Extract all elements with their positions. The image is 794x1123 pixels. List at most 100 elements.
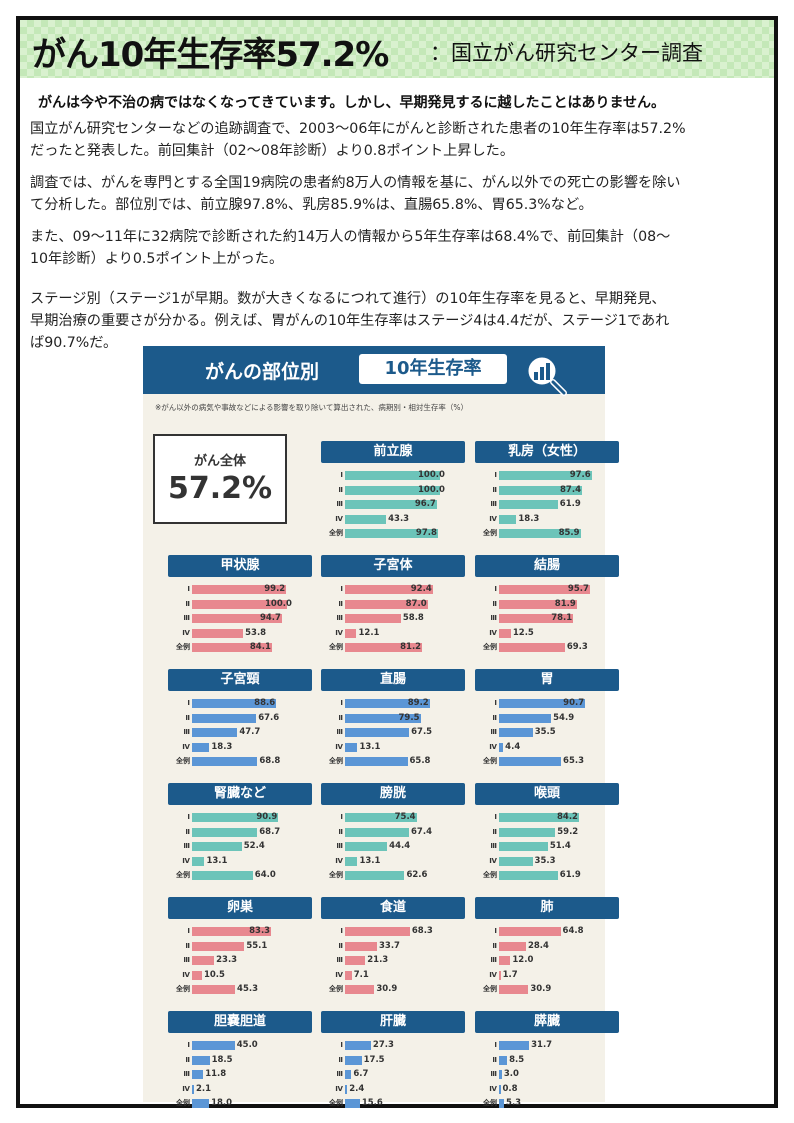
bar <box>499 813 579 822</box>
paragraph-line: て分析した。部位別では、前立腺97.8%、乳房85.9%は、直腸65.8%、胃6… <box>30 197 593 213</box>
stage-label: Ⅲ <box>490 1070 497 1078</box>
panel-title: 膀胱 <box>321 783 465 805</box>
stage-label: 全例 <box>176 757 190 765</box>
bar-value-label: 35.5 <box>534 727 556 737</box>
bar-row: Ⅰ 89.2 <box>321 696 465 711</box>
bar <box>192 1070 204 1079</box>
bar-value-label: 95.7 <box>567 584 589 594</box>
bar-value-label: 7.1 <box>353 969 369 980</box>
paragraph-line: ば90.7%だ。 <box>30 335 118 351</box>
bar <box>192 856 205 866</box>
bar <box>499 471 592 480</box>
bar-row: 全例 61.9 <box>475 868 619 883</box>
bar <box>345 699 430 708</box>
bar <box>345 614 401 623</box>
bar <box>345 827 410 837</box>
infographic: がんの部位別 10年生存率 ※がん以外の病気や事故などによる影響を取り除いて算出… <box>143 346 619 1108</box>
bar-value-label: 35.3 <box>534 855 556 866</box>
stage-label: Ⅲ <box>183 728 190 736</box>
bar-value-label: 43.3 <box>388 513 410 524</box>
bar <box>192 713 257 723</box>
bar-row: Ⅳ 13.1 <box>321 740 465 755</box>
stage-label: Ⅰ <box>340 927 343 935</box>
bar-row: Ⅱ 81.9 <box>475 597 619 612</box>
bar <box>499 628 511 638</box>
bar <box>499 599 577 609</box>
bar-row: Ⅳ 0.8 <box>475 1082 619 1097</box>
bar-row: Ⅳ 12.5 <box>475 626 619 641</box>
stage-label: Ⅲ <box>490 500 497 508</box>
bar-value-label: 85.9 <box>558 528 580 538</box>
stage-label: Ⅱ <box>338 1055 343 1064</box>
stage-label: Ⅳ <box>335 628 343 637</box>
bar-row: Ⅲ 44.4 <box>321 839 465 854</box>
stage-label: Ⅱ <box>185 713 190 722</box>
bar-row: Ⅰ 64.8 <box>475 924 619 939</box>
bar <box>192 970 202 980</box>
stage-label: Ⅱ <box>492 941 497 950</box>
stage-label: Ⅰ <box>340 471 343 479</box>
paragraph-2: 調査では、がんを専門とする全国19病院の患者約8万人の情報を基に、がん以外での死… <box>30 172 768 216</box>
bar-row: Ⅱ 100.0 <box>168 597 312 612</box>
bar-value-label: 2.4 <box>349 1083 365 1094</box>
bar-value-label: 81.9 <box>554 598 576 609</box>
stage-label: Ⅳ <box>182 628 190 637</box>
bar-row: Ⅰ 68.3 <box>321 924 465 939</box>
bar-value-label: 59.2 <box>557 826 579 837</box>
paragraph-line: だったと発表した。前回集計（02〜08年診断）より0.8ポイント上昇した。 <box>30 143 515 159</box>
bar-value-label: 4.4 <box>505 741 521 752</box>
stage-label: Ⅳ <box>335 1084 343 1093</box>
bar-value-label: 12.0 <box>512 955 534 965</box>
bar-value-label: 28.4 <box>527 940 549 951</box>
bar-value-label: 75.4 <box>394 812 416 822</box>
bar-value-label: 54.9 <box>553 712 575 723</box>
stage-label: Ⅰ <box>187 1041 190 1049</box>
bar <box>192 1041 235 1050</box>
bar-row: Ⅰ 31.7 <box>475 1038 619 1053</box>
chart-panel: 膵臓 Ⅰ 31.7 Ⅱ 8.5 Ⅲ 3.0 Ⅳ 0.8 全例 5.3 <box>475 1011 619 1111</box>
stage-label: 全例 <box>483 757 497 765</box>
stage-label: Ⅲ <box>336 842 343 850</box>
panel-title: 喉頭 <box>475 783 619 805</box>
bar-value-label: 83.3 <box>249 926 271 936</box>
bar-row: Ⅱ 87.4 <box>475 483 619 498</box>
bar <box>345 485 440 495</box>
bar-row: Ⅲ 78.1 <box>475 611 619 626</box>
stage-label: Ⅱ <box>338 827 343 836</box>
bar-value-label: 53.8 <box>245 627 267 638</box>
bar <box>499 970 501 980</box>
bar <box>345 514 387 524</box>
chart-panel: 前立腺 Ⅰ 100.0 Ⅱ 100.0 Ⅲ 96.7 Ⅳ 43.3 全例 97.8 <box>321 441 465 541</box>
bar-row: Ⅰ 45.0 <box>168 1038 312 1053</box>
stage-label: Ⅱ <box>185 941 190 950</box>
stage-label: Ⅱ <box>338 941 343 950</box>
panel-title: 膵臓 <box>475 1011 619 1033</box>
stage-label: Ⅲ <box>336 956 343 964</box>
page-frame: がん10年生存率57.2% ：国立がん研究センター調査 がんは今や不治の病ではな… <box>16 16 778 1108</box>
infographic-title: がんの部位別 <box>205 361 320 383</box>
bar-row: Ⅱ 59.2 <box>475 825 619 840</box>
stage-label: 全例 <box>329 529 343 537</box>
bar-row: Ⅰ 75.4 <box>321 810 465 825</box>
bar <box>499 1084 501 1094</box>
bar-row: Ⅰ 88.6 <box>168 696 312 711</box>
bar <box>499 827 556 837</box>
stage-label: Ⅰ <box>340 699 343 707</box>
panel-title: 子宮頸 <box>168 669 312 691</box>
bar-row: Ⅳ 12.1 <box>321 626 465 641</box>
bar-value-label: 90.7 <box>563 698 585 708</box>
bar-row: 全例 64.0 <box>168 868 312 883</box>
bar <box>192 1055 210 1065</box>
bar-value-label: 68.3 <box>411 926 433 936</box>
bar-row: Ⅰ 92.4 <box>321 582 465 597</box>
stage-label: Ⅲ <box>183 614 190 622</box>
bar-value-label: 81.2 <box>400 642 422 652</box>
bar <box>192 628 244 638</box>
bar-row: Ⅱ 68.7 <box>168 825 312 840</box>
bar-value-label: 13.1 <box>206 855 228 866</box>
bar-row: Ⅲ 58.8 <box>321 611 465 626</box>
stage-label: Ⅰ <box>494 471 497 479</box>
bar <box>192 813 279 822</box>
bar-value-label: 97.8 <box>415 528 437 538</box>
bar <box>345 941 377 951</box>
